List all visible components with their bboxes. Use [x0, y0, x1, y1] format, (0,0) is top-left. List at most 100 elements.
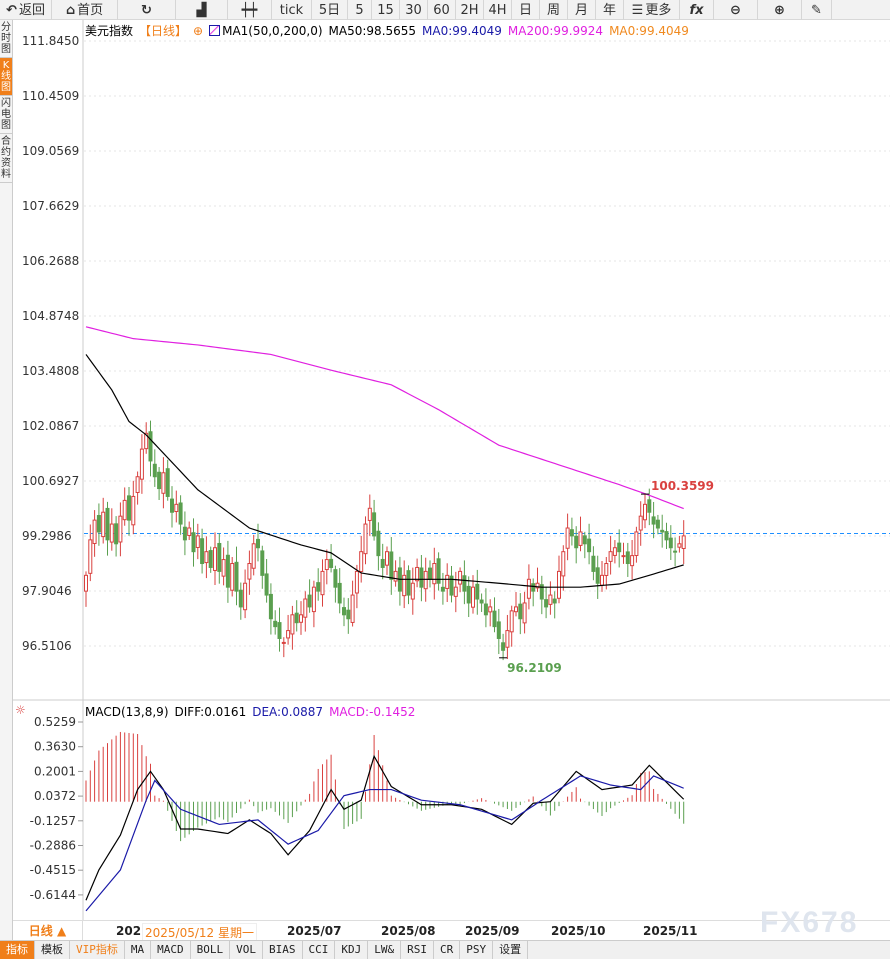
- tab-cci[interactable]: CCI: [303, 941, 336, 959]
- menu-icon: ☰: [631, 2, 644, 18]
- toolbar-button-15[interactable]: 15: [372, 0, 400, 20]
- candle-down: [191, 532, 196, 553]
- candle-up: [122, 499, 127, 521]
- candle-up: [488, 606, 493, 613]
- toolbar-button-日[interactable]: 日: [512, 0, 540, 20]
- tab-cr[interactable]: CR: [434, 941, 461, 959]
- toolbar-button-2H[interactable]: 2H: [456, 0, 484, 20]
- candle-down: [225, 554, 230, 588]
- candle-up: [393, 570, 398, 582]
- candle-up: [453, 586, 458, 597]
- macd-name[interactable]: MACD(13,8,9): [85, 705, 169, 719]
- toolbar-button-candlestick[interactable]: ┿┿: [228, 0, 272, 20]
- toolbar-button-60[interactable]: 60: [428, 0, 456, 20]
- toolbar-button-返回[interactable]: ↶ 返回: [0, 0, 52, 20]
- candle-down: [157, 471, 162, 490]
- toolbar-button-30[interactable]: 30: [400, 0, 428, 20]
- toolbar-button-4H[interactable]: 4H: [484, 0, 512, 20]
- toolbar-button-月[interactable]: 月: [568, 0, 596, 20]
- tab-lw&[interactable]: LW&: [368, 941, 402, 959]
- candle-up: [299, 614, 303, 623]
- toolbar-button-tick[interactable]: tick: [272, 0, 312, 20]
- macd-y-tick-label: -0.1257: [30, 814, 76, 828]
- macd-y-tick-label: -0.2886: [30, 839, 76, 853]
- toolbar-button-pen[interactable]: ✎: [802, 0, 832, 20]
- sidebar-tab-0[interactable]: 分时图: [0, 20, 12, 58]
- date-label: 2025/10: [551, 924, 606, 938]
- candle-down: [574, 535, 579, 549]
- candle-up: [565, 527, 570, 549]
- toolbar-label: tick: [279, 2, 304, 18]
- candle-up: [109, 523, 114, 543]
- candle-down: [148, 431, 153, 462]
- y-tick-label: 107.6629: [22, 199, 79, 213]
- refresh-icon: ↻: [141, 2, 152, 18]
- candle-up: [247, 563, 252, 580]
- candle-down: [316, 582, 321, 592]
- tab-bias[interactable]: BIAS: [263, 941, 303, 959]
- toolbar-button-zoom-in[interactable]: ⊕: [758, 0, 802, 20]
- tab-macd[interactable]: MACD: [151, 941, 191, 959]
- indicator-name[interactable]: MA1(50,0,200,0): [222, 23, 323, 38]
- toolbar-button-周[interactable]: 周: [540, 0, 568, 20]
- tab-vol[interactable]: VOL: [230, 941, 263, 959]
- candle-up: [363, 523, 368, 555]
- candle-up: [144, 432, 149, 450]
- period-label[interactable]: 【日线】: [139, 24, 188, 38]
- toolbar-label: 2H: [460, 2, 479, 18]
- date-label: 2025/08: [381, 924, 436, 938]
- candle-down: [651, 516, 656, 525]
- candle-up: [638, 515, 643, 531]
- zoom-in-icon: ⊕: [774, 2, 785, 18]
- toolbar-label: 15: [377, 2, 394, 18]
- candle-down: [234, 561, 239, 592]
- candle-up: [445, 574, 450, 589]
- tab-vip指标[interactable]: VIP指标: [70, 941, 125, 959]
- tab-rsi[interactable]: RSI: [401, 941, 434, 959]
- sidebar-tab-1[interactable]: K线图: [0, 58, 12, 96]
- candle-down: [617, 542, 622, 553]
- candle-up: [608, 551, 613, 562]
- tab-psy[interactable]: PSY: [460, 941, 494, 959]
- macd-y-tick-label: 0.3630: [34, 740, 76, 754]
- indicator-icon[interactable]: [209, 25, 221, 36]
- candle-up: [509, 610, 514, 633]
- settings-icon[interactable]: ☼: [15, 703, 26, 717]
- candle-up: [526, 578, 531, 599]
- candle-down: [501, 642, 506, 651]
- toolbar-button-5[interactable]: 5: [348, 0, 372, 20]
- tab-设置[interactable]: 设置: [493, 941, 529, 959]
- candle-up: [243, 582, 248, 611]
- main-legend: 美元指数 【日线】 ⊕ MA1(50,0,200,0) MA50:98.5655…: [85, 22, 689, 39]
- toolbar-button-更多[interactable]: ☰ 更多: [624, 0, 680, 20]
- toolbar-button-refresh[interactable]: ↻: [118, 0, 176, 20]
- candle-down: [655, 519, 660, 529]
- toolbar-label: 30: [405, 2, 422, 18]
- add-icon[interactable]: ⊕: [193, 23, 204, 38]
- toolbar-button-年[interactable]: 年: [596, 0, 624, 20]
- ma0-value: MA0:99.4049: [422, 23, 502, 38]
- toolbar-button-首页[interactable]: ⌂ 首页: [52, 0, 118, 20]
- ma200-value: MA200:99.9924: [507, 23, 604, 38]
- tab-ma[interactable]: MA: [125, 941, 152, 959]
- candle-down: [170, 498, 174, 513]
- toolbar-button-zoom-out[interactable]: ⊖: [714, 0, 758, 20]
- sidebar-tab-3[interactable]: 合约资料: [0, 134, 12, 183]
- toolbar-label: 月: [574, 2, 588, 18]
- toolbar-button-5日[interactable]: 5日: [312, 0, 348, 20]
- y-tick-label: 97.9046: [22, 584, 72, 598]
- toolbar-button-bar-chart[interactable]: ▟: [176, 0, 228, 20]
- tab-kdj[interactable]: KDJ: [335, 941, 369, 959]
- candle-down: [496, 621, 501, 639]
- toolbar-button-fx[interactable]: fx: [680, 0, 714, 20]
- candle-down: [440, 586, 445, 592]
- tab-指标[interactable]: 指标: [0, 941, 35, 959]
- tab-boll[interactable]: BOLL: [191, 941, 231, 959]
- sidebar-tab-2[interactable]: 闪电图: [0, 96, 12, 134]
- period-button[interactable]: 日线 ▲: [13, 921, 83, 941]
- candle-up: [367, 507, 372, 521]
- candle-up: [251, 543, 256, 569]
- candle-down: [647, 499, 652, 513]
- candle-down: [664, 531, 669, 541]
- tab-模板[interactable]: 模板: [35, 941, 70, 959]
